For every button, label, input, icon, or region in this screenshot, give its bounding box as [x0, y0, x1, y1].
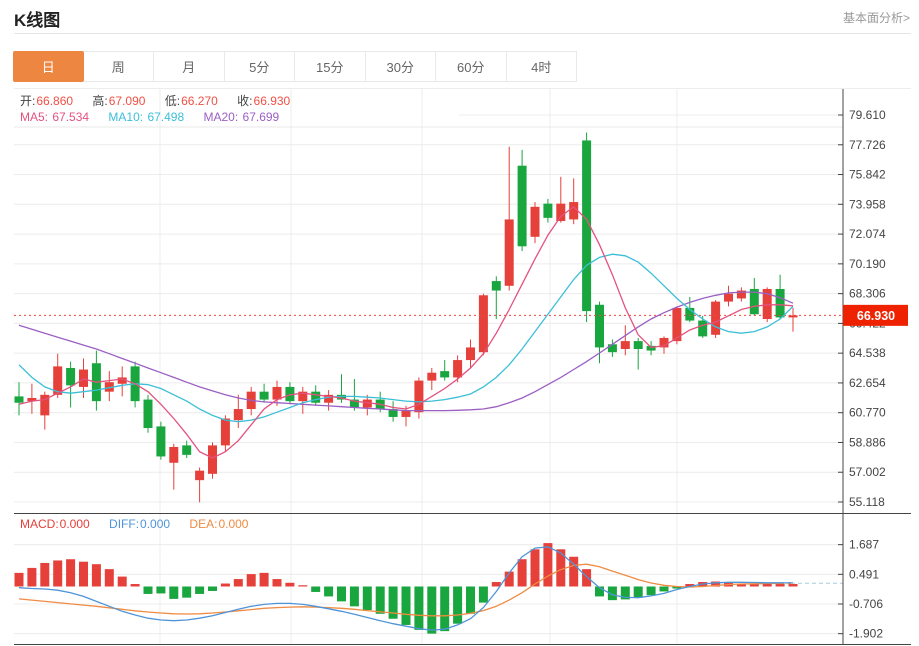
- tab-15分[interactable]: 15分: [295, 51, 366, 82]
- tab-60分[interactable]: 60分: [436, 51, 507, 82]
- close-value: 66.930: [253, 94, 291, 108]
- price-axis-label: 73.958: [849, 197, 886, 211]
- low-label: 低:: [164, 94, 181, 108]
- open-readout: 开:66.860: [20, 94, 73, 108]
- tab-4时[interactable]: 4时: [506, 51, 577, 82]
- price-axis-label: 75.842: [849, 168, 886, 182]
- tab-30分[interactable]: 30分: [365, 51, 436, 82]
- ma20-readout: MA20: 67.699: [203, 110, 280, 124]
- macd-axis-label: -0.706: [849, 597, 883, 611]
- kline-chart: 79.610 77.726 75.842 73.958 72.074 70.190 68.3…: [14, 88, 911, 645]
- ohlc-readout: 开:66.860 高:67.090 低:66.270 收:66.930: [20, 94, 306, 108]
- diff-line: [18, 546, 793, 631]
- high-value: 67.090: [108, 94, 146, 108]
- macd-value-readout: MACD:0.000: [20, 517, 90, 531]
- ma5-readout: MA5: 67.534: [20, 110, 90, 124]
- ma20-line: [18, 291, 794, 412]
- macd-axis-label: 1.687: [849, 538, 879, 552]
- tab-5分[interactable]: 5分: [224, 51, 295, 82]
- current-price-badge-text: 66.930: [857, 309, 895, 323]
- period-tab-bar: 日周月 5分 15分 30分 60分 4时: [13, 51, 577, 82]
- price-axis-label: 60.770: [849, 406, 886, 420]
- high-readout: 高:67.090: [92, 94, 145, 108]
- high-label: 高:: [92, 94, 108, 108]
- dea-value-readout: DEA:0.000: [189, 517, 249, 531]
- title-divider: [14, 33, 911, 34]
- open-value: 66.860: [36, 94, 74, 108]
- tab-日[interactable]: 日: [13, 51, 84, 82]
- tab-周[interactable]: 周: [83, 51, 154, 82]
- close-label: 收:: [237, 94, 253, 108]
- grid-layer: [14, 89, 843, 644]
- macd-readout: MACD:0.000 DIFF:0.000 DEA:0.000: [20, 517, 264, 531]
- price-axis-label: 62.654: [849, 376, 886, 390]
- price-axis-label: 55.118: [849, 495, 885, 509]
- page-title: K线图: [14, 11, 61, 30]
- price-axis-label: 77.726: [849, 138, 886, 152]
- ma5-line: [18, 205, 794, 459]
- open-label: 开:: [20, 94, 36, 108]
- price-axis-label: 57.002: [849, 465, 886, 479]
- price-axis-label: 70.190: [849, 257, 886, 271]
- price-axis-labels: 79.610 77.726 75.842 73.958 72.074 70.190 68.3…: [838, 108, 886, 641]
- macd-axis-label: 0.491: [849, 567, 879, 581]
- price-axis-label: 79.610: [849, 108, 886, 122]
- fundamental-analysis-link[interactable]: 基本面分析>: [842, 11, 910, 25]
- low-value: 66.270: [181, 94, 218, 108]
- macd-axis-label: -1.902: [849, 627, 883, 641]
- price-axis-label: 58.886: [849, 435, 886, 449]
- price-axis-label: 64.538: [849, 346, 886, 360]
- ma-readout: MA5: 67.534 MA10: 67.498 MA20: 67.699: [20, 110, 295, 124]
- dea-line: [18, 563, 793, 617]
- ma10-readout: MA10: 67.498: [108, 110, 185, 124]
- close-readout: 收:66.930: [237, 94, 290, 108]
- candlestick-series: [14, 132, 798, 503]
- tab-月[interactable]: 月: [154, 51, 225, 82]
- price-axis-label: 68.306: [849, 287, 886, 301]
- macd-histogram: [14, 543, 798, 634]
- diff-value-readout: DIFF:0.000: [109, 517, 171, 531]
- ma10-line: [18, 253, 794, 423]
- current-price-badge: 66.930: [843, 304, 908, 326]
- low-readout: 低:66.270: [165, 94, 218, 108]
- price-axis-label: 72.074: [849, 227, 886, 241]
